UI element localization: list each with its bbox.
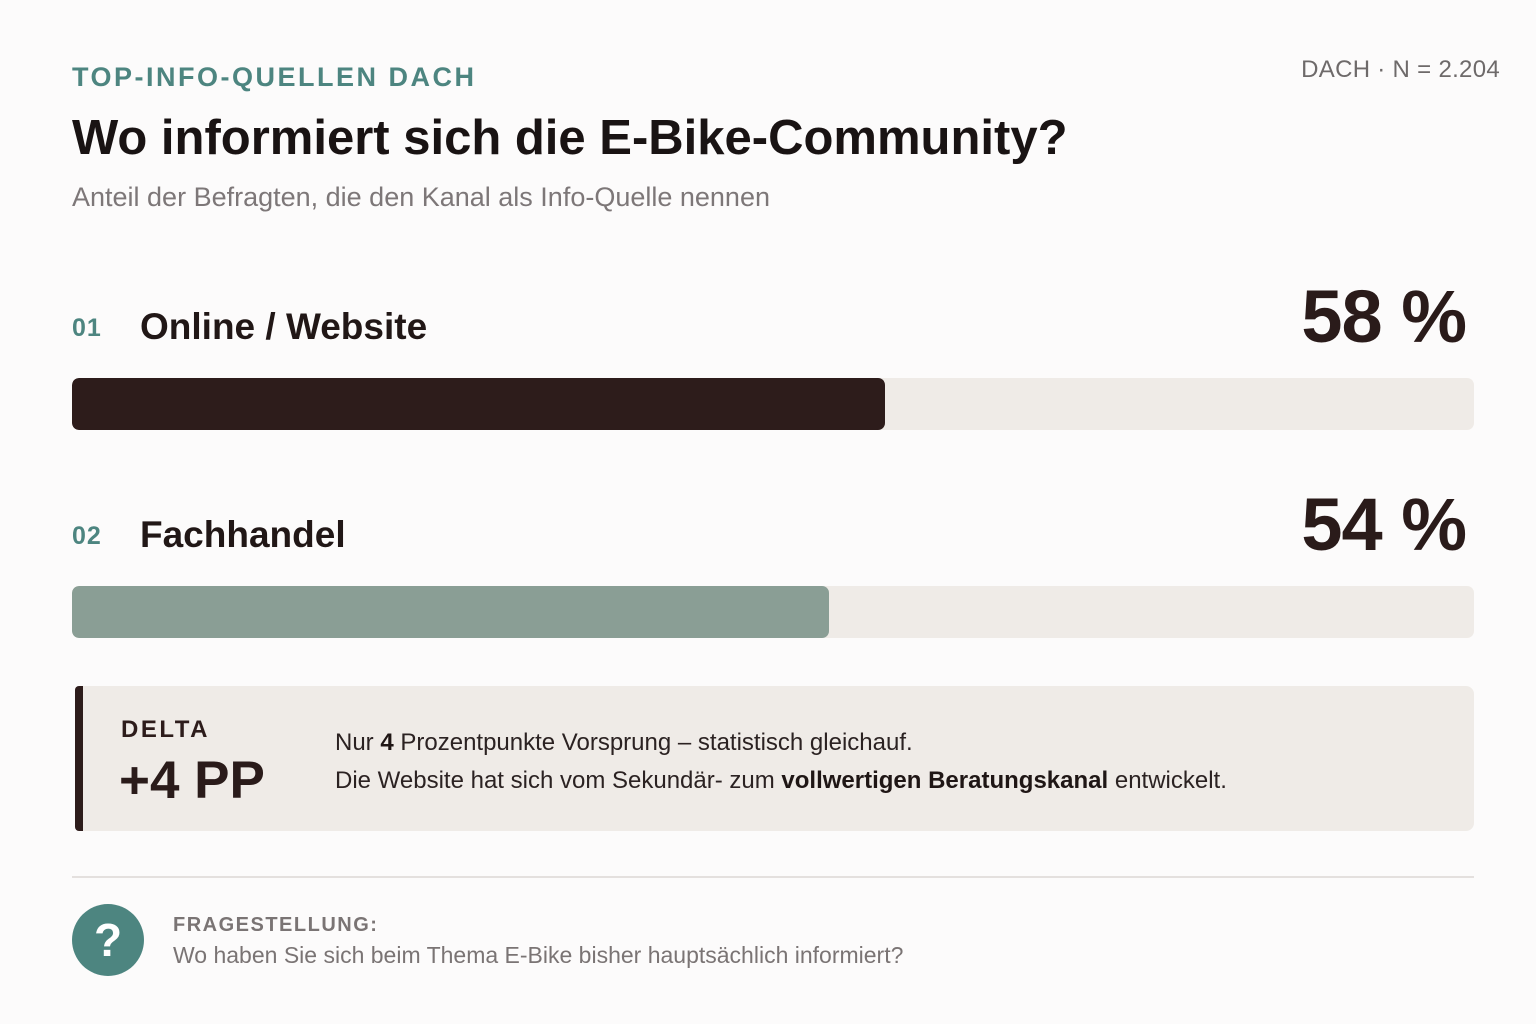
callout-text-part: Prozentpunkte Vorsprung – statistisch gl… (393, 729, 913, 756)
sample-meta: DACH · N = 2.204 (1301, 56, 1500, 83)
bar-rank: 02 (72, 522, 102, 550)
question-text: Wo haben Sie sich beim Thema E-Bike bish… (173, 942, 904, 968)
bar-rank: 01 (72, 314, 102, 342)
callout-line-1: Nur 4 Prozentpunkte Vorsprung – statisti… (335, 724, 1227, 762)
callout-emphasis: 4 (380, 729, 394, 756)
delta-callout: DELTA +4 PP Nur 4 Prozentpunkte Vorsprun… (75, 686, 1474, 831)
bar-label: Online / Website (140, 306, 428, 347)
callout-text-part: entwickelt. (1108, 767, 1227, 794)
bar-label: Fachhandel (140, 514, 346, 555)
page-title: Wo informiert sich die E-Bike-Community? (72, 111, 1068, 165)
callout-emphasis: vollwertigen Beratungskanal (781, 767, 1109, 794)
bar-track (72, 378, 1474, 430)
callout-text-part: Die Website hat sich vom Sekundär- zum (335, 767, 782, 794)
bar-fill (72, 586, 829, 638)
question-label: FRAGESTELLUNG: (173, 914, 379, 936)
delta-label: DELTA (121, 716, 210, 743)
callout-text-part: Nur (335, 729, 381, 756)
bar-value-label: 54 % (1301, 483, 1467, 566)
question-icon: ? (72, 904, 144, 976)
bar-row: 01 Online / Website 58 % (72, 275, 1474, 430)
delta-value: +4 PP (119, 751, 265, 810)
subtitle: Anteil der Befragten, die den Kanal als … (72, 182, 770, 212)
bar-value-label: 58 % (1301, 275, 1467, 358)
callout-text: Nur 4 Prozentpunkte Vorsprung – statisti… (335, 724, 1227, 800)
bar-row: 02 Fachhandel 54 % (72, 483, 1474, 638)
bar-fill (72, 378, 885, 430)
eyebrow: TOP-INFO-QUELLEN DACH (72, 62, 477, 92)
divider (72, 876, 1474, 878)
callout-line-2: Die Website hat sich vom Sekundär- zum v… (335, 762, 1227, 800)
bar-track (72, 586, 1474, 638)
